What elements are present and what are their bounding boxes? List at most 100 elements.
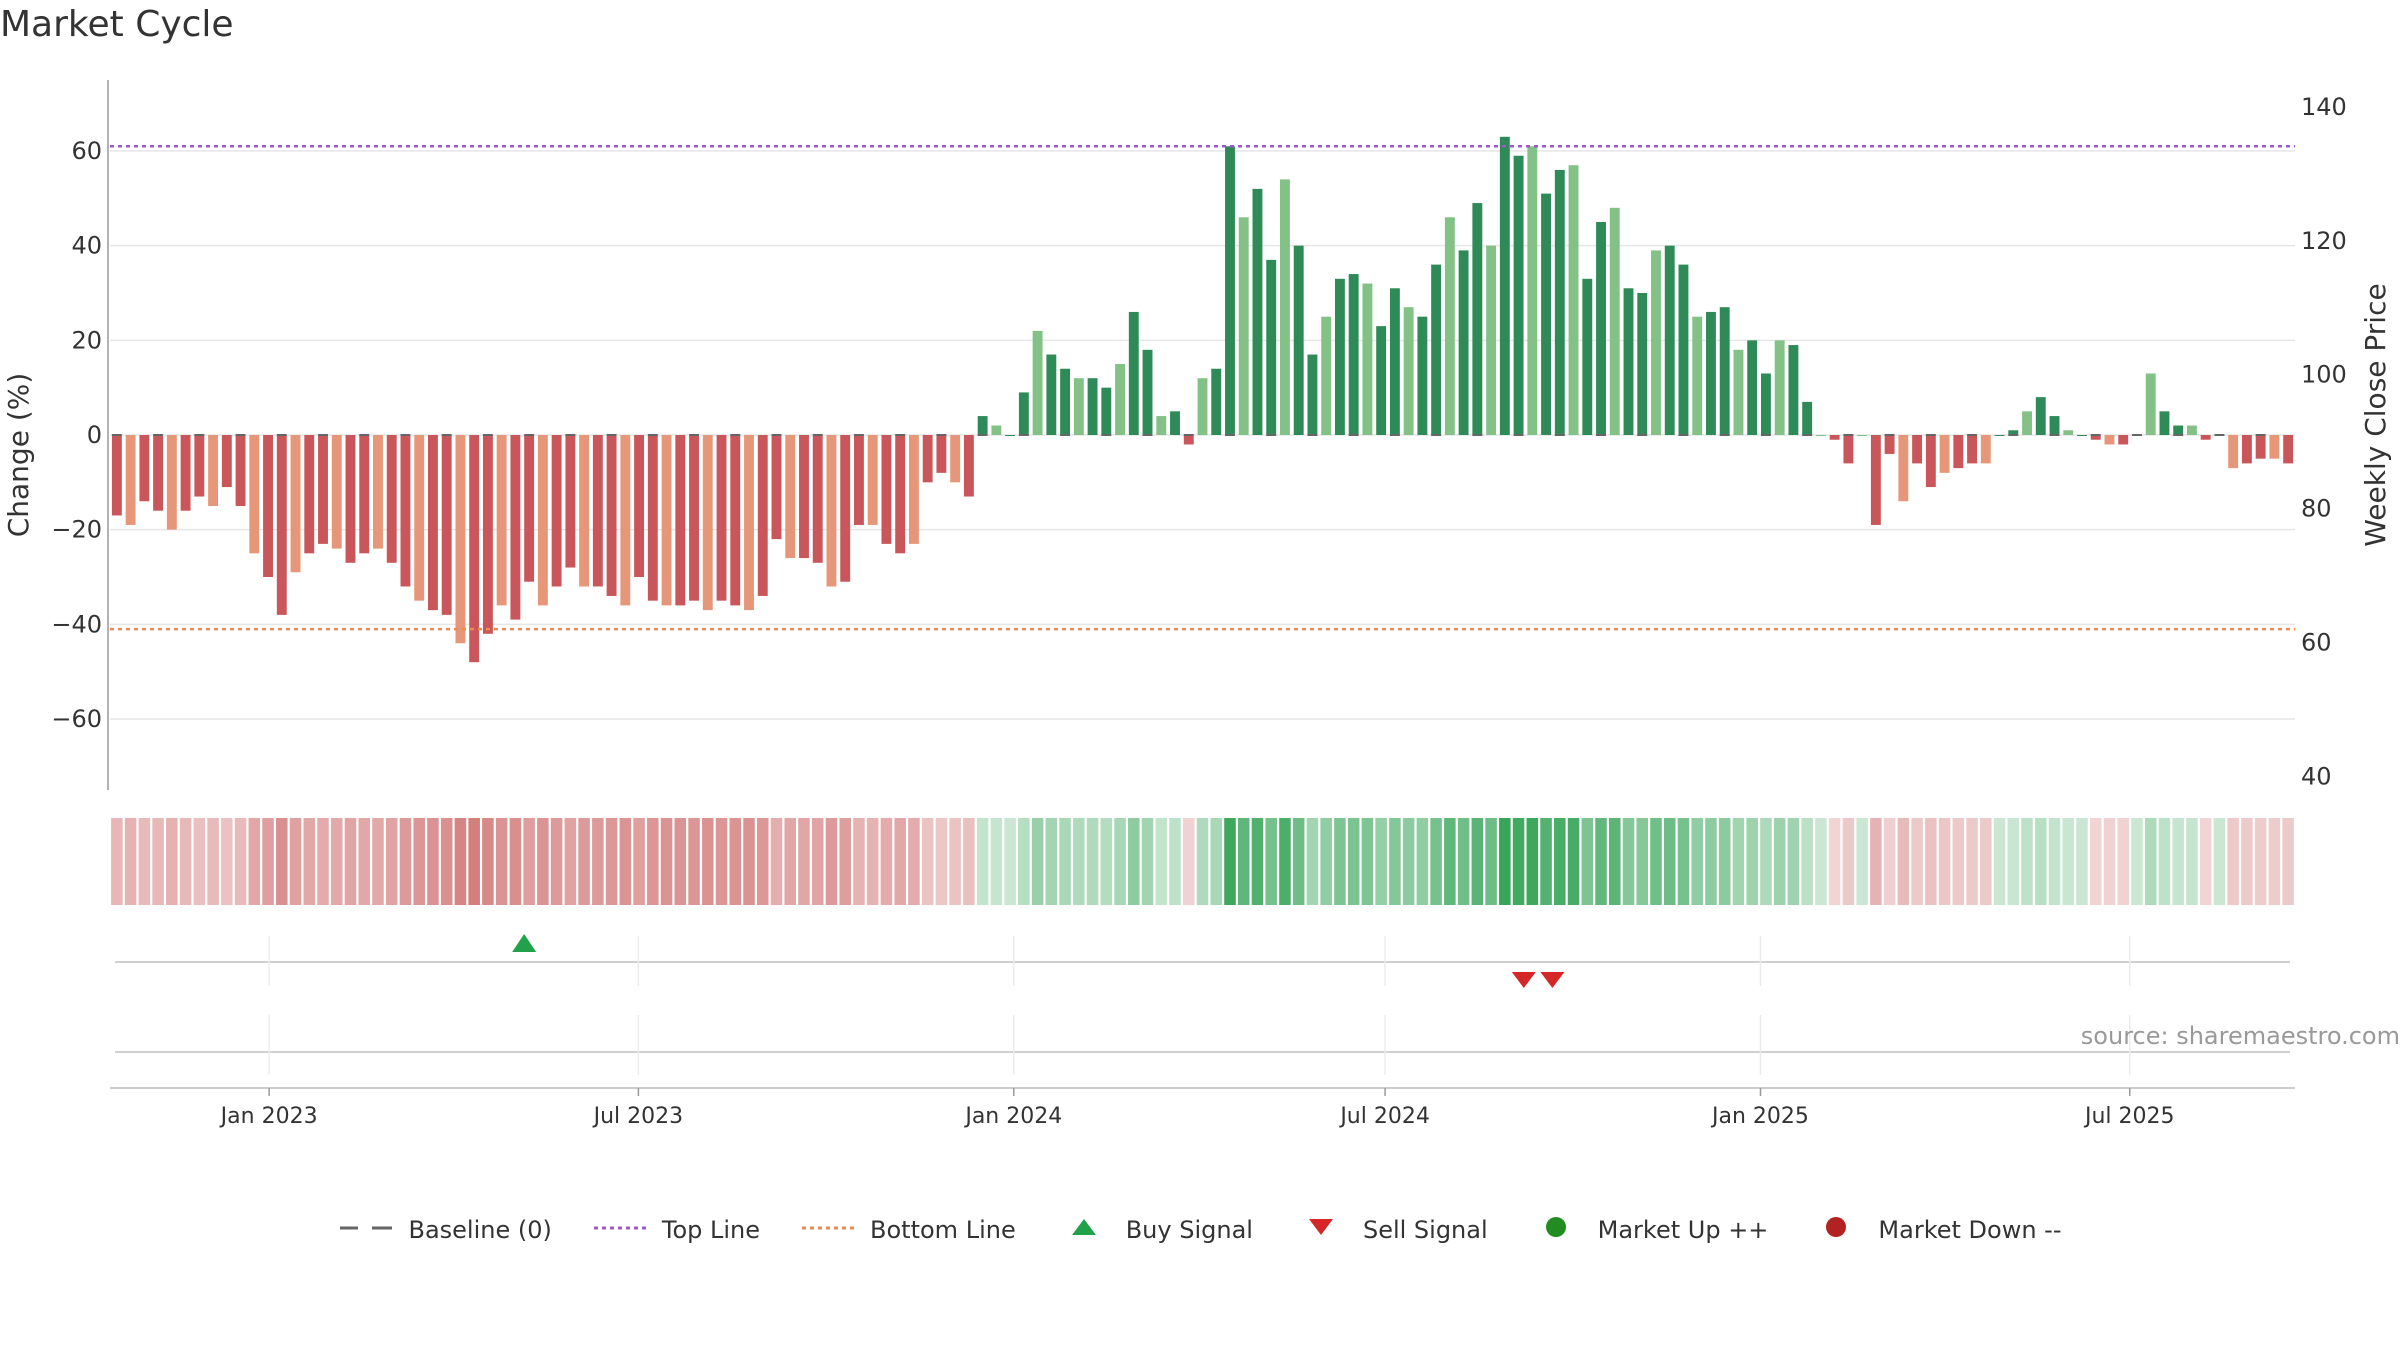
- legend-symbol-triangle-down: [1293, 1215, 1349, 1245]
- heat-cell: [1279, 818, 1291, 905]
- change-bar: [2269, 435, 2280, 459]
- heat-cell: [921, 818, 934, 905]
- change-bar: [744, 435, 754, 611]
- heat-cell: [1526, 818, 1539, 905]
- heat-cell: [2048, 818, 2061, 905]
- change-bar: [166, 435, 177, 530]
- legend-label: Bottom Line: [870, 1216, 1016, 1244]
- heat-cell: [1100, 818, 1113, 905]
- heat-cell: [990, 818, 1003, 905]
- change-bar: [318, 435, 328, 544]
- change-bar: [373, 435, 383, 549]
- change-bar: [977, 416, 988, 435]
- change-bar: [1980, 435, 1991, 464]
- heat-cell: [1128, 818, 1140, 905]
- change-bar: [1912, 435, 1923, 464]
- heat-cell: [179, 818, 192, 905]
- heat-cell: [825, 818, 838, 905]
- heat-cell: [385, 818, 398, 905]
- change-bar: [1472, 203, 1483, 435]
- heat-cell: [1086, 818, 1099, 905]
- change-bar: [1527, 146, 1538, 435]
- x-tick-label: Jul 2023: [592, 1104, 684, 1129]
- axes: −60 −40 −20 0 20 40 60 40 60 80 100 120 140 Change (%…: [2, 80, 2392, 791]
- legend-label: Sell Signal: [1362, 1216, 1488, 1244]
- change-bar: [1870, 435, 1881, 525]
- heat-cell: [839, 818, 851, 905]
- heat-cell: [1938, 818, 1951, 905]
- change-bar: [1458, 250, 1469, 435]
- heat-cell: [1883, 818, 1896, 905]
- heat-cell: [111, 818, 123, 905]
- change-bar: [853, 435, 864, 525]
- heat-cell: [248, 818, 261, 905]
- change-bar: [840, 435, 851, 582]
- y-tick-label: 0: [87, 421, 102, 449]
- heat-cell: [1155, 818, 1168, 905]
- change-bar: [1582, 278, 1593, 435]
- heat-cell: [633, 818, 645, 905]
- heat-cell: [166, 818, 178, 905]
- legend-symbol-circle: [1528, 1215, 1584, 1245]
- x-tick-label: Jul 2025: [2083, 1104, 2175, 1129]
- heat-cell: [1718, 818, 1731, 905]
- heat-cell: [2034, 818, 2047, 905]
- y2-axis-title: Weekly Close Price: [2359, 283, 2392, 546]
- change-bar: [345, 435, 356, 563]
- change-bar: [111, 435, 122, 516]
- heat-cell: [1471, 818, 1484, 905]
- legend-label: Baseline (0): [408, 1216, 552, 1244]
- change-bar: [194, 435, 205, 497]
- heat-cell: [1499, 818, 1511, 905]
- heat-cell: [770, 818, 783, 905]
- change-bar: [1815, 435, 1826, 436]
- heat-cell: [1361, 818, 1374, 905]
- change-bar: [1747, 340, 1758, 435]
- heat-cell: [1334, 818, 1346, 905]
- heat-cell: [1911, 818, 1923, 905]
- legend-symbol-dotted: [800, 1216, 856, 1244]
- heat-cell: [1952, 818, 1965, 905]
- change-bar: [1444, 217, 1455, 435]
- change-bar: [1266, 259, 1277, 435]
- change-bar: [1005, 435, 1016, 436]
- heat-cell: [454, 818, 467, 905]
- change-bar: [1115, 364, 1125, 435]
- change-bar: [331, 435, 342, 549]
- heat-cell: [1925, 818, 1937, 905]
- heat-cell: [1897, 818, 1910, 905]
- y-tick-label: −40: [51, 610, 102, 638]
- change-bar: [1829, 435, 1840, 440]
- change-bar: [1953, 435, 1964, 469]
- heat-cell: [523, 818, 535, 905]
- y2-tick-label: 80: [2301, 495, 2332, 523]
- change-bar: [689, 435, 699, 601]
- change-bar: [2035, 397, 2046, 435]
- heat-cell: [1801, 818, 1813, 905]
- legend-item: Bottom Line: [800, 1216, 1016, 1244]
- heat-cell: [303, 818, 316, 905]
- change-bar: [235, 435, 246, 506]
- heat-cell: [1746, 818, 1758, 905]
- heat-cell: [1828, 818, 1841, 905]
- legend-item: Sell Signal: [1293, 1215, 1488, 1245]
- change-bar: [1568, 165, 1579, 435]
- heat-cell: [1004, 818, 1016, 905]
- heat-cell: [1485, 818, 1497, 905]
- x-axis: Jan 2023 Jul 2023 Jan 2024 Jul 2024 Jan 2025…: [110, 1087, 2295, 1129]
- change-bar: [702, 435, 713, 611]
- heat-cell: [509, 818, 522, 905]
- heat-cell: [1402, 818, 1415, 905]
- heat-cell: [550, 818, 563, 905]
- change-bar: [579, 435, 590, 587]
- change-bar: [771, 435, 782, 540]
- change-bar: [1280, 179, 1290, 435]
- heat-cell: [193, 818, 206, 905]
- legend-symbol-dash: [338, 1216, 394, 1244]
- heat-cell: [1650, 818, 1662, 905]
- change-bar: [1128, 311, 1139, 435]
- legend-item: Top Line: [592, 1216, 760, 1244]
- heat-cell: [2144, 818, 2157, 905]
- change-bar: [276, 435, 287, 615]
- y-tick-label: −60: [51, 705, 102, 733]
